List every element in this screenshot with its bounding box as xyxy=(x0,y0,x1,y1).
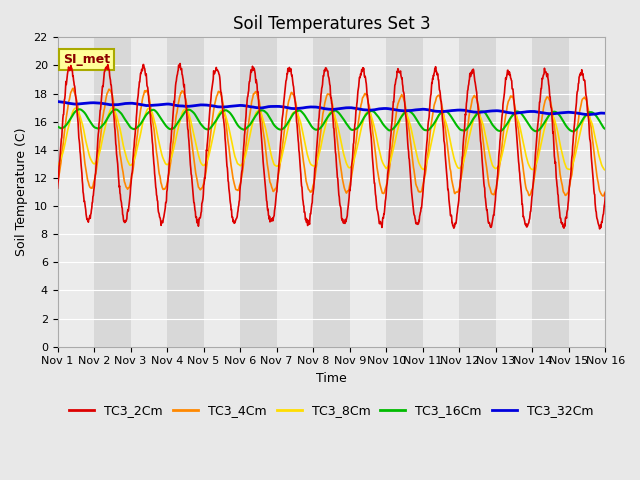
Line: TC3_8Cm: TC3_8Cm xyxy=(58,108,605,170)
TC3_8Cm xyxy=(163,161,170,167)
TC3_2Cm xyxy=(54,185,61,191)
TC3_16Cm xyxy=(488,122,496,128)
TC3_2Cm xyxy=(596,226,604,232)
TC3_16Cm xyxy=(163,123,170,129)
TC3_32Cm xyxy=(54,99,61,105)
Bar xyxy=(569,37,605,347)
TC3_16Cm xyxy=(54,124,61,130)
TC3_2Cm xyxy=(162,200,170,205)
TC3_4Cm xyxy=(602,189,609,194)
TC3_4Cm xyxy=(176,94,184,99)
TC3_8Cm xyxy=(417,164,424,169)
TC3_32Cm xyxy=(602,110,609,116)
TC3_16Cm xyxy=(602,126,609,132)
TC3_16Cm xyxy=(76,107,83,112)
TC3_8Cm xyxy=(108,105,116,111)
TC3_32Cm xyxy=(584,112,591,118)
Bar xyxy=(131,37,167,347)
Bar xyxy=(94,37,131,347)
TC3_32Cm xyxy=(237,103,244,108)
Bar xyxy=(423,37,460,347)
TC3_4Cm xyxy=(237,177,245,183)
TC3_8Cm xyxy=(488,162,496,168)
TC3_4Cm xyxy=(69,85,77,91)
TC3_32Cm xyxy=(175,103,183,109)
TC3_4Cm xyxy=(488,191,496,197)
Bar xyxy=(167,37,204,347)
Bar xyxy=(204,37,240,347)
TC3_32Cm xyxy=(536,109,544,115)
Bar xyxy=(386,37,423,347)
TC3_32Cm xyxy=(488,108,496,114)
TC3_2Cm xyxy=(417,208,424,214)
TC3_2Cm xyxy=(175,64,183,70)
TC3_8Cm xyxy=(237,163,245,168)
TC3_2Cm xyxy=(237,178,245,183)
TC3_4Cm xyxy=(417,189,424,194)
Legend: TC3_2Cm, TC3_4Cm, TC3_8Cm, TC3_16Cm, TC3_32Cm: TC3_2Cm, TC3_4Cm, TC3_8Cm, TC3_16Cm, TC3… xyxy=(65,399,598,422)
TC3_4Cm xyxy=(537,125,545,131)
TC3_8Cm xyxy=(54,162,61,168)
TC3_4Cm xyxy=(599,193,607,199)
X-axis label: Time: Time xyxy=(316,372,347,385)
TC3_2Cm xyxy=(602,191,609,196)
TC3_2Cm xyxy=(537,90,545,96)
Line: TC3_16Cm: TC3_16Cm xyxy=(58,109,605,132)
TC3_8Cm xyxy=(537,144,545,149)
TC3_16Cm xyxy=(537,125,545,131)
Bar xyxy=(276,37,313,347)
Title: Soil Temperatures Set 3: Soil Temperatures Set 3 xyxy=(232,15,430,33)
TC3_8Cm xyxy=(176,119,184,125)
TC3_2Cm xyxy=(488,218,496,224)
Line: TC3_4Cm: TC3_4Cm xyxy=(58,88,605,196)
TC3_32Cm xyxy=(162,101,170,107)
TC3_2Cm xyxy=(176,60,184,66)
Bar xyxy=(532,37,569,347)
Line: TC3_2Cm: TC3_2Cm xyxy=(58,63,605,229)
TC3_4Cm xyxy=(54,178,61,184)
TC3_16Cm xyxy=(569,129,577,134)
TC3_4Cm xyxy=(163,183,170,189)
Y-axis label: Soil Temperature (C): Soil Temperature (C) xyxy=(15,128,28,256)
TC3_16Cm xyxy=(237,126,245,132)
Bar xyxy=(496,37,532,347)
TC3_16Cm xyxy=(176,117,184,122)
Bar xyxy=(349,37,386,347)
TC3_32Cm xyxy=(417,107,424,112)
TC3_16Cm xyxy=(417,123,424,129)
Text: SI_met: SI_met xyxy=(63,53,110,66)
Line: TC3_32Cm: TC3_32Cm xyxy=(58,102,605,115)
Bar xyxy=(240,37,276,347)
Bar xyxy=(313,37,349,347)
TC3_8Cm xyxy=(602,167,609,173)
Bar xyxy=(460,37,496,347)
Bar xyxy=(58,37,94,347)
